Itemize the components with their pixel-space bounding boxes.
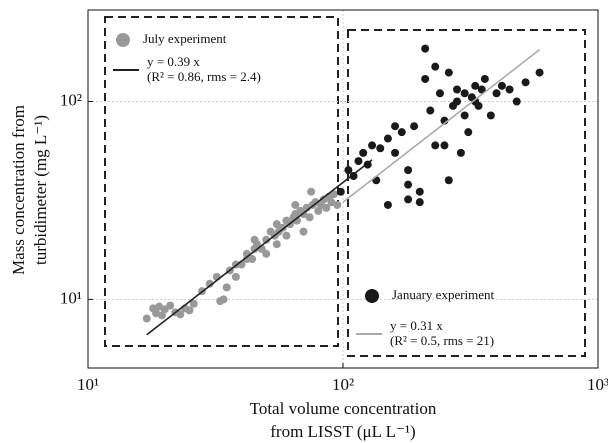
data-point: [397, 128, 406, 137]
data-point: [480, 74, 489, 83]
data-point: [444, 176, 453, 185]
data-point: [505, 85, 514, 94]
data-point: [440, 141, 449, 150]
data-point: [391, 148, 400, 157]
data-point: [435, 89, 444, 98]
y-tick-label: 10¹: [60, 288, 82, 307]
data-point: [444, 68, 453, 77]
data-point: [205, 279, 214, 288]
july-region: [104, 16, 339, 347]
data-point: [415, 187, 424, 196]
data-point: [464, 128, 473, 137]
x-axis-label: Total volume concentration: [250, 399, 437, 418]
data-point: [185, 306, 194, 315]
data-point: [404, 195, 413, 204]
x-tick-label: 10²: [332, 375, 354, 394]
data-point: [189, 299, 198, 308]
data-point: [216, 297, 225, 306]
y-axis-label: turbidimeter (mg L⁻¹): [31, 115, 50, 265]
data-point: [322, 203, 331, 212]
data-point: [329, 190, 338, 199]
data-point: [431, 141, 440, 150]
data-point: [453, 85, 462, 94]
data-point: [421, 74, 430, 83]
data-point: [456, 148, 465, 157]
data-point: [404, 166, 413, 175]
data-point: [291, 200, 300, 209]
data-point: [327, 198, 336, 207]
data-point: [497, 81, 506, 90]
data-point: [453, 97, 462, 106]
data-point: [521, 78, 530, 87]
data-point: [272, 220, 281, 229]
data-point: [305, 213, 314, 222]
data-point: [354, 157, 363, 166]
data-point: [292, 216, 301, 225]
data-point: [431, 62, 440, 71]
data-point: [349, 172, 358, 181]
plot-frame: [87, 9, 599, 369]
data-point: [426, 106, 435, 115]
data-point: [282, 231, 291, 240]
data-point: [242, 254, 251, 263]
data-point: [410, 122, 419, 131]
data-point: [142, 314, 151, 323]
data-point: [492, 89, 501, 98]
data-point: [383, 134, 392, 143]
legend-label: January experiment: [392, 287, 495, 302]
data-point: [299, 227, 308, 236]
legend-note: (R² = 0.5, rms = 21): [390, 333, 494, 348]
data-point: [391, 122, 400, 131]
x-tick-label: 10¹: [77, 375, 99, 394]
data-point: [535, 68, 544, 77]
data-point: [307, 187, 316, 196]
data-point: [486, 111, 495, 120]
data-point: [421, 44, 430, 53]
data-point: [460, 111, 469, 120]
data-point: [512, 97, 521, 106]
data-point: [262, 249, 271, 258]
data-point: [344, 166, 353, 175]
data-point: [471, 97, 480, 106]
data-point: [363, 160, 372, 169]
data-point: [368, 141, 377, 150]
data-point: [336, 187, 345, 196]
legend-marker: [365, 289, 379, 303]
data-point: [477, 85, 486, 94]
data-point: [157, 311, 166, 320]
legend-marker: [116, 33, 130, 47]
y-axis-label: Mass concentration from: [9, 105, 28, 275]
data-point: [372, 176, 381, 185]
january-region: [347, 29, 586, 357]
data-point: [262, 235, 271, 244]
legend-label: y = 0.31 x: [390, 318, 443, 333]
data-point: [359, 148, 368, 157]
legend-note: (R² = 0.86, rms = 2.4): [147, 69, 261, 84]
legend-label: y = 0.39 x: [147, 54, 200, 69]
fit-line: [146, 159, 373, 336]
data-point: [404, 180, 413, 189]
data-point: [176, 310, 185, 319]
data-point: [415, 198, 424, 207]
data-point: [250, 235, 259, 244]
data-point: [231, 272, 240, 281]
data-point: [333, 200, 342, 209]
data-point: [166, 301, 175, 310]
data-point: [272, 240, 281, 249]
fit-line: [342, 48, 541, 203]
data-point: [471, 81, 480, 90]
x-axis-label: from LISST (μL L⁻¹): [270, 422, 415, 441]
data-point: [383, 200, 392, 209]
data-point: [460, 89, 469, 98]
legend-label: July experiment: [143, 31, 227, 46]
y-tick-label: 10²: [60, 90, 82, 109]
x-tick-label: 10³: [587, 375, 608, 394]
data-point: [376, 144, 385, 153]
data-point: [222, 283, 231, 292]
